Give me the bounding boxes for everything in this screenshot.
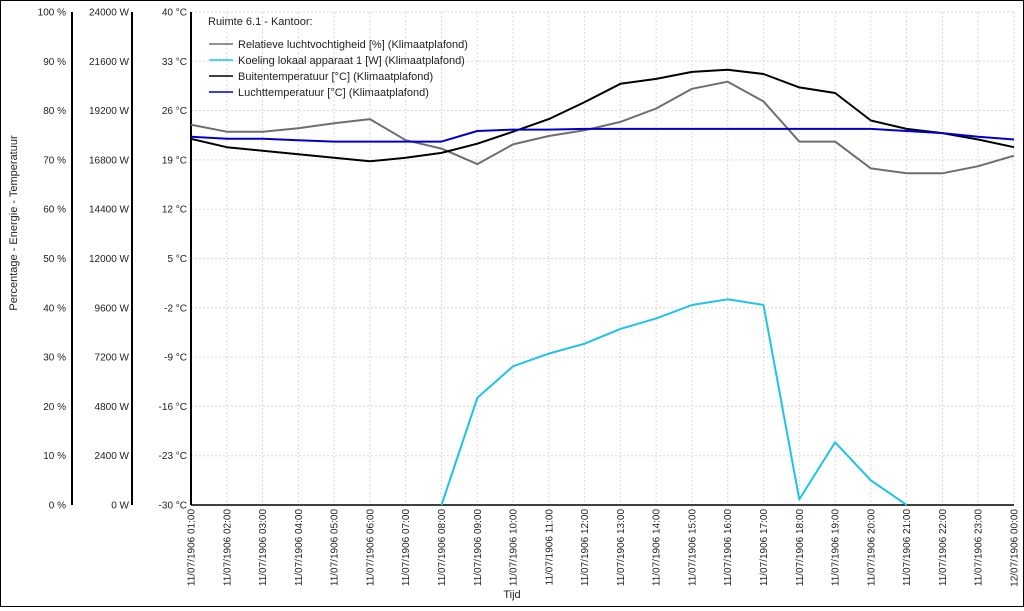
x-axis-title: Tijd: [503, 589, 520, 601]
x-tick-label: 11/07/1906 23:00: [974, 509, 985, 587]
legend-label: Relatieve luchtvochtigheid [%] (Klimaatp…: [238, 39, 468, 51]
x-tick-label: 11/07/1906 11:00: [544, 509, 555, 586]
series-line-4: [191, 127, 1015, 143]
percent-tick-label: 60 %: [43, 205, 66, 216]
temperature-tick-label: -16 °C: [159, 402, 187, 413]
x-tick-label: 11/07/1906 14:00: [652, 509, 663, 587]
energy-tick-label: 2400 W: [95, 451, 130, 462]
energy-tick-label: 0 W: [111, 501, 129, 512]
x-tick-label: 11/07/1906 20:00: [866, 509, 877, 587]
temperature-tick-label: -30 °C: [159, 501, 187, 512]
x-tick-label: 11/07/1906 13:00: [616, 509, 627, 587]
x-tick-label: 11/07/1906 03:00: [258, 509, 269, 587]
energy-tick-label: 9600 W: [95, 303, 130, 314]
x-tick-label: 11/07/1906 15:00: [687, 509, 698, 587]
x-tick-label: 11/07/1906 07:00: [401, 509, 412, 587]
x-tick-label: 11/07/1906 21:00: [902, 509, 913, 587]
temperature-tick-label: 5 °C: [167, 254, 187, 265]
series-line-1: [191, 80, 1015, 175]
percent-tick-label: 80 %: [43, 106, 66, 117]
series-line-3: [191, 68, 1015, 163]
x-tick-label: 11/07/1906 18:00: [795, 509, 806, 587]
x-tick-label: 11/07/1906 04:00: [294, 509, 305, 587]
grid: [191, 11, 1015, 505]
x-tick-label: 11/07/1906 05:00: [330, 509, 341, 587]
temperature-tick-label: -2 °C: [164, 303, 187, 314]
energy-tick-label: 16800 W: [89, 155, 130, 166]
x-tick-label: 11/07/1906 22:00: [938, 509, 949, 587]
temperature-tick-label: -9 °C: [164, 353, 187, 364]
x-tick-label: 11/07/1906 12:00: [580, 509, 591, 587]
series-lines: [191, 68, 1015, 506]
energy-tick-label: 12000 W: [89, 254, 130, 265]
x-tick-label: 11/07/1906 08:00: [437, 509, 448, 587]
x-tick-label: 11/07/1906 19:00: [831, 509, 842, 587]
temperature-tick-label: 26 °C: [162, 106, 187, 117]
percent-tick-label: 30 %: [43, 353, 66, 364]
energy-tick-label: 7200 W: [95, 353, 130, 364]
percent-tick-label: 0 %: [49, 501, 66, 512]
energy-tick-label: 14400 W: [89, 205, 130, 216]
x-tick-label: 11/07/1906 16:00: [723, 509, 734, 587]
y-axis-title: Percentage - Energie - Temperatuur: [8, 135, 20, 311]
percent-tick-label: 40 %: [43, 303, 66, 314]
energy-tick-label: 4800 W: [95, 402, 130, 413]
x-tick-label: 11/07/1906 17:00: [759, 509, 770, 587]
x-tick-label: 11/07/1906 02:00: [222, 509, 233, 587]
temperature-tick-label: -23 °C: [159, 451, 187, 462]
temperature-tick-label: 40 °C: [162, 8, 187, 19]
legend-label: Koeling lokaal apparaat 1 [W] (Klimaatpl…: [238, 55, 465, 67]
legend: Ruimte 6.1 - Kantoor: Relatieve luchtvoch…: [208, 16, 468, 99]
percent-tick-label: 100 %: [38, 8, 66, 19]
axes: 100 % 90 % 80 % 70 % 60 % 50 % 40 % 30 % 20 % 10 …: [38, 8, 1021, 587]
x-tick-label: 11/07/1906 10:00: [509, 509, 520, 587]
temperature-tick-label: 33 °C: [162, 57, 187, 68]
temperature-tick-label: 12 °C: [162, 205, 187, 216]
percent-tick-label: 90 %: [43, 57, 66, 68]
energy-tick-label: 19200 W: [89, 106, 130, 117]
percent-tick-label: 20 %: [43, 402, 66, 413]
x-tick-label: 11/07/1906 01:00: [187, 509, 198, 587]
x-tick-label: 11/07/1906 06:00: [365, 509, 376, 587]
x-tick-label: 11/07/1906 09:00: [473, 509, 484, 587]
chart-title: Ruimte 6.1 - Kantoor:: [208, 16, 313, 28]
legend-label: Luchttemperatuur [°C] (Klimaatplafond): [238, 87, 429, 99]
legend-label: Buitentemperatuur [°C] (Klimaatplafond): [238, 71, 433, 83]
temperature-tick-label: 19 °C: [162, 155, 187, 166]
energy-tick-label: 24000 W: [89, 8, 130, 19]
series-line-2: [440, 298, 908, 506]
percent-tick-label: 70 %: [43, 155, 66, 166]
energy-tick-label: 21600 W: [89, 57, 130, 68]
x-tick-label: 12/07/1906 00:00: [1010, 509, 1021, 587]
percent-tick-label: 10 %: [43, 451, 66, 462]
percent-tick-label: 50 %: [43, 254, 66, 265]
